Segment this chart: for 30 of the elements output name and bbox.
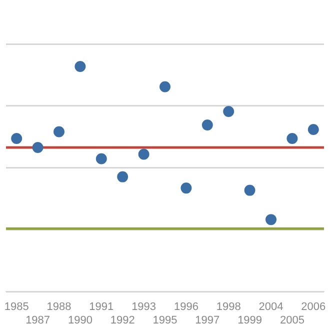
x-tick-label: 1991: [89, 301, 114, 314]
x-tick-label: 1987: [26, 314, 50, 326]
x-tick-label: 1996: [174, 301, 198, 314]
x-tick-label: 1988: [46, 301, 72, 314]
x-tick-label: 1998: [216, 301, 241, 314]
x-tick-label: 1995: [152, 314, 178, 326]
point: [74, 61, 86, 72]
point: [160, 81, 170, 92]
x-tick-label: 1997: [195, 314, 220, 326]
point: [286, 133, 298, 144]
point: [96, 153, 107, 164]
point: [244, 184, 256, 196]
point: [117, 171, 128, 182]
point: [11, 133, 22, 144]
point: [202, 120, 213, 131]
point: [223, 106, 234, 118]
point: [180, 182, 192, 194]
point: [308, 124, 319, 136]
x-tick-label: 1993: [132, 301, 156, 314]
x-tick-label: 2006: [301, 301, 326, 314]
x-tick-label: 1992: [110, 314, 135, 326]
point: [138, 148, 150, 160]
point: [54, 126, 64, 138]
point: [266, 214, 276, 226]
x-tick-label: 2004: [258, 301, 284, 314]
x-tick-label: 1990: [68, 314, 92, 326]
x-tick-label: 1985: [4, 301, 29, 314]
x-tick-label: 2005: [280, 314, 304, 326]
point: [32, 142, 44, 154]
x-tick-label: 1999: [238, 314, 262, 326]
